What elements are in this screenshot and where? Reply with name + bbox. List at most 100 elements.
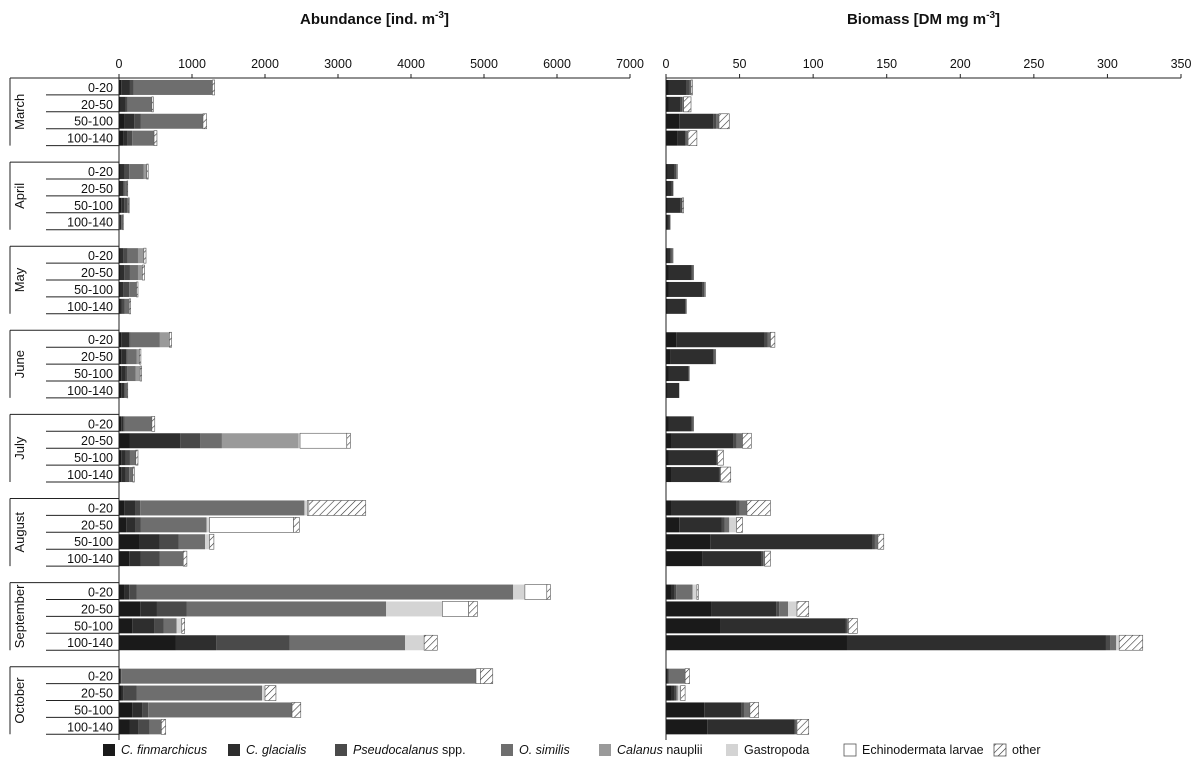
x-tick-label: 4000 [397, 57, 425, 71]
bar-segment [127, 366, 136, 382]
bar-segment [291, 702, 302, 718]
layer-label: 100-140 [67, 216, 113, 230]
bar-segment [119, 366, 122, 382]
bar-segment [666, 382, 668, 398]
bar-segment [136, 281, 139, 298]
bar-segment [122, 214, 124, 231]
bar-segment [182, 550, 188, 567]
bar-segment [159, 534, 179, 550]
bar-segment [666, 433, 672, 449]
bar-segment [119, 618, 133, 634]
layer-label: 50-100 [74, 115, 113, 129]
bar-segment [386, 601, 443, 617]
bar-segment [721, 517, 725, 533]
bar-segment [1118, 634, 1144, 651]
month-label: October [12, 677, 27, 724]
month-label: June [12, 350, 27, 378]
bar-segment [178, 534, 206, 550]
bar-segment [130, 332, 160, 348]
bar-segment [119, 551, 130, 567]
bar-segment [121, 685, 124, 701]
bar-segment [668, 79, 687, 95]
bar-segment [119, 702, 133, 718]
bar-segment [123, 281, 130, 297]
bar-segment [666, 551, 703, 567]
bar-segment [121, 214, 123, 230]
layer-label: 50-100 [74, 619, 113, 633]
bar-segment [125, 450, 130, 466]
panel-title-main: Biomass [DM mg m [847, 11, 986, 28]
bar-segment [513, 584, 525, 600]
month-label: August [12, 512, 27, 553]
layer-label: 20-50 [81, 518, 113, 532]
bar-segment [666, 668, 668, 684]
bar-segment [696, 584, 699, 600]
bar-segment [749, 702, 759, 718]
bar-segment [739, 500, 747, 516]
bar-segment [666, 180, 668, 196]
bar-segment [140, 551, 160, 567]
bar-segment [676, 164, 678, 180]
bar-segment [1105, 635, 1111, 651]
bar-segment [711, 601, 777, 617]
legend-label-plain: Gastropoda [744, 743, 809, 757]
bar-segment [667, 668, 669, 684]
bar-segment [546, 584, 551, 600]
legend-swatch [335, 744, 347, 756]
layer-label: 100-140 [67, 300, 113, 314]
bar-segment [125, 382, 128, 398]
legend-swatch [501, 744, 513, 756]
bar-segment [688, 366, 690, 382]
bar-segment [677, 130, 686, 146]
layer-label: 20-50 [81, 350, 113, 364]
legend-label-plain: other [1012, 743, 1041, 757]
bar-segment [129, 467, 133, 483]
bar-segment [668, 366, 689, 382]
bar-segment [129, 164, 144, 180]
bar-segment [691, 416, 693, 432]
bar-segment [763, 551, 765, 567]
layer-label: 20-50 [81, 182, 113, 196]
bar-segment [121, 332, 130, 348]
legend-label-italic: C. glacialis [246, 743, 306, 757]
bar-segment [298, 433, 301, 449]
bar-segment [154, 618, 164, 634]
bar-segment [121, 79, 130, 95]
bar-segment [126, 517, 136, 533]
bar-segment [304, 500, 308, 516]
bar-segment [796, 719, 810, 735]
bar-segment [423, 634, 438, 651]
panel-title-sup: -3 [435, 10, 444, 21]
bar-segment [132, 130, 155, 146]
bar-segment [209, 517, 294, 533]
bar-segment [764, 332, 768, 348]
labels-layer: Abundance [ind. m-3]0 1000 2000 3000 4000 500… [12, 10, 1191, 734]
x-tick-label: 300 [1097, 57, 1118, 71]
bar-segment [666, 265, 669, 281]
bar-segment [668, 214, 671, 230]
bar-segment [666, 517, 680, 533]
bar-segment [680, 197, 683, 213]
bar-segment [181, 618, 185, 634]
bar-segment [119, 635, 176, 651]
bar-segment [692, 584, 697, 600]
bar-segment [123, 130, 128, 146]
bar-segment [667, 180, 672, 196]
layer-label: 0-20 [88, 501, 113, 515]
legend-label: Pseudocalanus spp. [353, 743, 466, 757]
bar-segment [146, 163, 149, 180]
bar-segment [720, 618, 846, 634]
bar-segment [119, 164, 121, 180]
bar-segment [667, 382, 680, 398]
bar-segment [468, 601, 478, 617]
bar-segment [874, 534, 878, 550]
bar-segment [680, 685, 686, 701]
bar-segment [666, 685, 672, 701]
bar-segment [742, 432, 752, 449]
bar-segment [135, 500, 141, 516]
bar-segment [682, 96, 684, 112]
bar-segment [299, 432, 348, 449]
panel-title-end: ] [444, 11, 449, 28]
bar-segment [666, 96, 669, 112]
